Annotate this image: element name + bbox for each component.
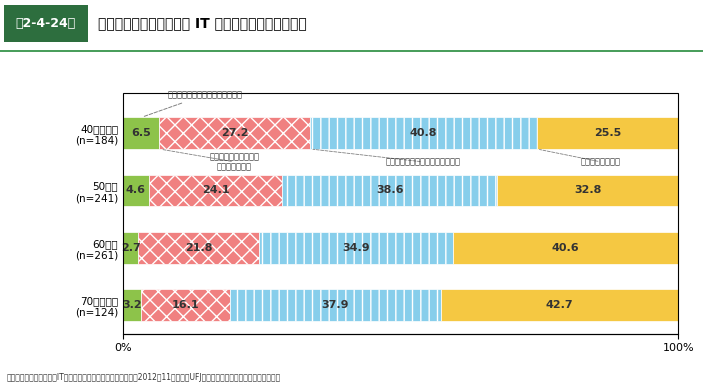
Text: 38.6: 38.6 xyxy=(376,185,404,196)
Bar xyxy=(310,118,537,149)
Text: 第2-4-24図: 第2-4-24図 xyxy=(15,17,76,30)
Text: 32.8: 32.8 xyxy=(574,185,602,196)
Bar xyxy=(441,289,678,321)
Text: 6.5: 6.5 xyxy=(131,128,151,138)
Text: 34.9: 34.9 xyxy=(342,243,370,253)
Text: 16.1: 16.1 xyxy=(172,300,200,310)
Text: 小規模事業者の年齢別の IT の導入・活用の位置付け: 小規模事業者の年齢別の IT の導入・活用の位置付け xyxy=(98,16,307,30)
Text: 課題の一つとして位置付けている: 課題の一つとして位置付けている xyxy=(385,158,460,166)
Text: 3.2: 3.2 xyxy=(122,300,142,310)
Text: 25.5: 25.5 xyxy=(594,128,621,138)
Bar xyxy=(230,289,441,321)
Bar xyxy=(141,289,230,321)
Bar xyxy=(123,118,159,149)
Text: 40.6: 40.6 xyxy=(552,243,579,253)
Text: 21.8: 21.8 xyxy=(185,243,212,253)
Bar xyxy=(123,175,148,206)
Bar xyxy=(138,232,259,263)
Text: 4.6: 4.6 xyxy=(126,185,146,196)
Bar xyxy=(123,289,141,321)
Bar xyxy=(537,118,678,149)
Text: 重要課題の一つとして
位置付けている: 重要課題の一つとして 位置付けている xyxy=(209,152,259,171)
Text: 24.1: 24.1 xyxy=(202,185,229,196)
Bar xyxy=(148,175,283,206)
Text: 資料：中小企業庁委託「ITの活用に関するアンケート調査」（2012年11月、三菱UFJリサーチ＆コンサルティング（株））: 資料：中小企業庁委託「ITの活用に関するアンケート調査」（2012年11月、三菱… xyxy=(7,373,281,382)
Bar xyxy=(497,175,679,206)
Text: 42.7: 42.7 xyxy=(546,300,573,310)
FancyBboxPatch shape xyxy=(0,50,703,52)
Bar xyxy=(123,232,138,263)
Bar xyxy=(453,232,678,263)
Bar xyxy=(259,232,453,263)
Text: 40.8: 40.8 xyxy=(410,128,437,138)
Text: 2.7: 2.7 xyxy=(121,243,141,253)
Bar xyxy=(283,175,497,206)
Text: 27.2: 27.2 xyxy=(221,128,248,138)
Text: 経営課題ではない: 経営課題ではない xyxy=(581,158,621,166)
Bar xyxy=(159,118,310,149)
Text: 最重要課題として位置付けている: 最重要課題として位置付けている xyxy=(143,90,243,116)
Text: 37.9: 37.9 xyxy=(322,300,349,310)
FancyBboxPatch shape xyxy=(4,5,88,42)
